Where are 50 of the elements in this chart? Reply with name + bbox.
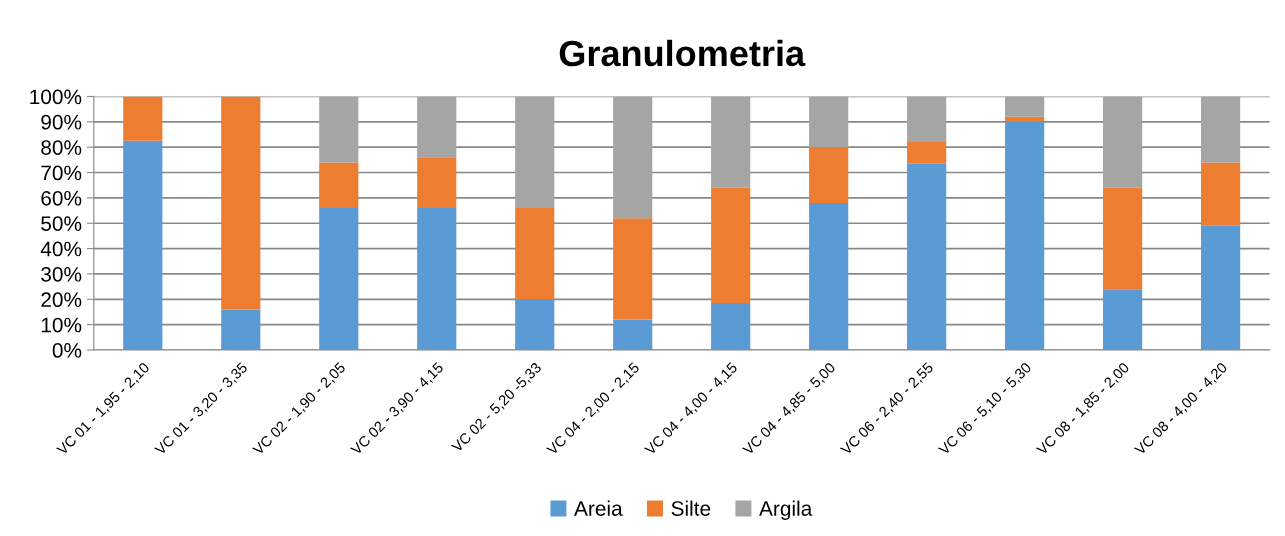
y-tick-label: 10% xyxy=(41,317,82,333)
bar xyxy=(417,208,457,351)
bar xyxy=(809,96,849,148)
bar xyxy=(417,96,457,158)
bar xyxy=(711,96,751,188)
x-tick-label: VC 08 - 4,00 - 4,20 xyxy=(1133,361,1229,457)
bar xyxy=(1103,187,1143,290)
legend-label: Areia xyxy=(574,500,623,516)
bar xyxy=(1103,96,1143,188)
bar xyxy=(809,147,849,203)
bar xyxy=(907,163,947,351)
bar xyxy=(515,299,555,351)
bar xyxy=(613,96,653,219)
y-tick-label: 70% xyxy=(41,165,82,181)
y-tick-label: 40% xyxy=(40,241,82,257)
bar xyxy=(319,208,359,351)
bar xyxy=(907,142,947,164)
bar xyxy=(1005,96,1045,117)
bar xyxy=(711,187,751,304)
bar xyxy=(417,157,457,209)
chart-title: Granulometria xyxy=(559,39,806,67)
y-tick-label: 100% xyxy=(30,89,82,105)
bar xyxy=(907,96,947,143)
bar xyxy=(123,96,163,141)
y-tick-label: 80% xyxy=(41,140,82,155)
bar xyxy=(123,140,163,351)
bar xyxy=(1200,96,1241,163)
bar xyxy=(1103,289,1143,351)
bar xyxy=(1005,116,1045,122)
bar xyxy=(515,96,555,209)
bar xyxy=(1200,162,1241,226)
y-tick-label: 0% xyxy=(52,343,82,358)
bar xyxy=(221,96,261,310)
bar xyxy=(1005,121,1045,351)
y-tick-label: 60% xyxy=(41,190,82,206)
y-tick-label: 30% xyxy=(41,266,82,282)
bar xyxy=(221,309,261,351)
legend-label: Silte xyxy=(671,500,711,516)
bar xyxy=(809,202,849,351)
bar xyxy=(1200,225,1241,351)
y-tick-label: 90% xyxy=(41,114,82,130)
y-tick-label: 50% xyxy=(41,216,82,231)
y-tick-label: 20% xyxy=(41,292,82,308)
bar xyxy=(613,319,653,351)
bar xyxy=(515,208,555,300)
bar xyxy=(319,162,359,209)
bar xyxy=(613,218,653,320)
bar xyxy=(711,303,751,351)
bar xyxy=(319,96,359,163)
legend-label: Argila xyxy=(759,500,813,521)
